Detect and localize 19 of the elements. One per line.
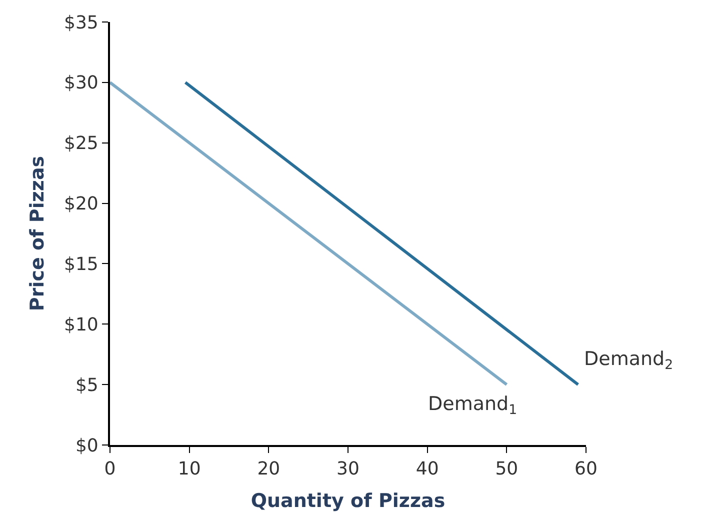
y-tick-label: $10 [64, 314, 98, 336]
x-tick-label: 20 [257, 458, 280, 480]
y-tick-label: $15 [64, 254, 98, 276]
y-tick-label: $0 [75, 435, 98, 456]
y-tick-label: $5 [75, 374, 98, 396]
x-tick-label: 40 [416, 458, 439, 480]
series-label: Demand$_{2}$ [584, 348, 674, 373]
series-label: Demand$_{1}$ [428, 393, 518, 418]
y-tick-label: $30 [64, 72, 98, 94]
y-tick-label: $25 [64, 133, 98, 154]
y-axis-title: Price of Pizzas [26, 156, 48, 312]
y-tick-label: $20 [64, 194, 98, 215]
y-tick-label: $35 [64, 12, 98, 34]
x-tick-label: 0 [104, 458, 116, 480]
x-axis-title: Quantity of Pizzas [250, 490, 446, 512]
x-tick-label: 50 [495, 458, 518, 480]
x-tick-label: 60 [574, 458, 598, 480]
x-tick-label: 30 [336, 458, 360, 480]
x-tick-label: 10 [178, 458, 201, 480]
